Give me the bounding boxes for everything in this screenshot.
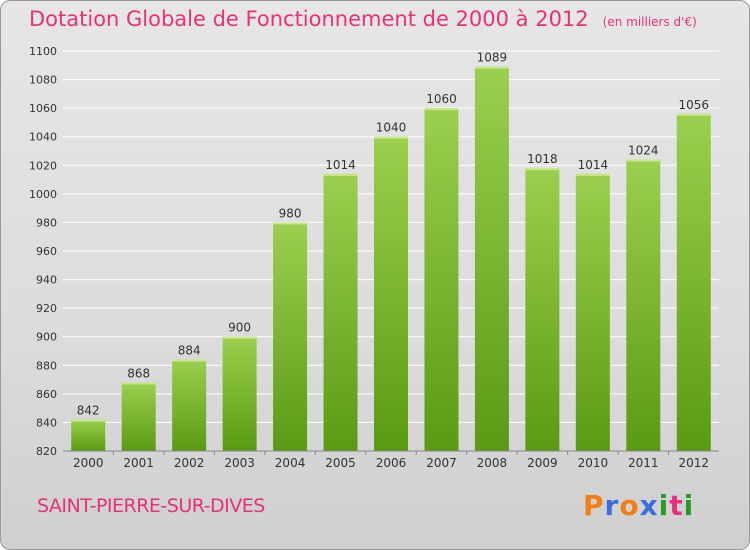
y-tick-label: 840 — [36, 416, 57, 429]
chart-title: Dotation Globale de Fonctionnement de 20… — [29, 7, 697, 31]
data-label: 1018 — [527, 152, 558, 166]
logo-letter: i — [658, 489, 670, 522]
logo-letter: P — [583, 489, 605, 522]
x-tick-label: 2006 — [376, 456, 407, 470]
bar-highlight — [172, 359, 207, 362]
bar-highlight — [121, 382, 156, 385]
chart-subtitle: (en milliers d'€) — [602, 15, 697, 29]
x-tick-label: 2001 — [123, 456, 154, 470]
y-tick-label: 1020 — [29, 159, 57, 172]
y-tick-label: 980 — [36, 216, 57, 229]
bar-2007 — [424, 108, 459, 452]
data-label: 1040 — [376, 121, 407, 135]
y-tick-label: 1060 — [29, 102, 57, 115]
data-label: 1014 — [578, 158, 609, 172]
bar-2004 — [273, 222, 308, 451]
bar-2009 — [525, 168, 560, 451]
bar-2011 — [626, 159, 661, 452]
bar-2003 — [222, 336, 257, 451]
y-tick-label: 1000 — [29, 188, 57, 201]
bar-highlight — [222, 336, 257, 339]
logo-letter: r — [604, 489, 620, 522]
bar-2012 — [676, 113, 711, 451]
y-tick-label: 880 — [36, 359, 57, 372]
y-tick-label: 1040 — [29, 131, 57, 144]
bar-highlight — [424, 108, 459, 111]
data-label: 868 — [127, 366, 150, 380]
bars — [71, 66, 711, 452]
x-tick-label: 2007 — [426, 456, 457, 470]
data-label: 1024 — [628, 144, 659, 158]
bar-highlight — [575, 173, 610, 176]
x-axis-ticks: 2000 2001 2002 2003 2004 2005 2006 2007 2008 2009… — [73, 451, 709, 470]
bar-2002 — [172, 359, 207, 451]
bar-2000 — [71, 419, 106, 451]
x-tick-label: 2010 — [578, 456, 609, 470]
data-label: 1014 — [325, 158, 356, 172]
city-name: SAINT-PIERRE-SUR-DIVES — [37, 495, 265, 517]
proxiti-logo: Proxiti — [583, 489, 694, 522]
bar-highlight — [474, 66, 509, 69]
data-label: 884 — [178, 344, 201, 358]
x-tick-label: 2003 — [224, 456, 255, 470]
x-tick-label: 2004 — [275, 456, 306, 470]
data-label: 900 — [228, 321, 251, 335]
bar-2005 — [323, 173, 358, 451]
y-tick-label: 900 — [36, 331, 57, 344]
x-tick-label: 2012 — [678, 456, 709, 470]
data-label: 842 — [77, 404, 100, 418]
bar-highlight — [374, 136, 408, 139]
logo-letter: x — [639, 489, 659, 522]
y-tick-label: 860 — [36, 388, 57, 401]
chart-title-text: Dotation Globale de Fonctionnement de 20… — [29, 7, 589, 31]
logo-letter: o — [619, 489, 640, 522]
bar-2001 — [121, 382, 156, 451]
y-tick-label: 820 — [36, 445, 57, 458]
y-axis-ticks: 820 840 860 880 900 920 940 960 980 1000 1020 1040 1… — [29, 45, 57, 458]
data-label: 1089 — [477, 51, 508, 65]
y-tick-label: 1080 — [29, 74, 57, 87]
data-label: 1056 — [678, 98, 709, 112]
y-tick-label: 960 — [36, 245, 57, 258]
x-tick-label: 2008 — [477, 456, 508, 470]
data-label: 1060 — [426, 92, 457, 106]
x-tick-label: 2000 — [73, 456, 104, 470]
x-tick-label: 2009 — [527, 456, 558, 470]
data-labels: 842 868 884 900 980 1014 1040 1060 1089 1018 1014 1… — [77, 51, 709, 418]
data-label: 980 — [279, 206, 302, 220]
bar-highlight — [273, 222, 308, 225]
bar-highlight — [676, 113, 711, 116]
bar-highlight — [626, 159, 661, 162]
logo-letter: t — [669, 489, 684, 522]
bar-2006 — [374, 136, 408, 451]
y-tick-label: 920 — [36, 302, 57, 315]
x-tick-label: 2002 — [174, 456, 205, 470]
bar-highlight — [525, 168, 560, 171]
bar-highlight — [71, 419, 106, 422]
bar-2008 — [474, 66, 509, 451]
x-tick-label: 2011 — [628, 456, 659, 470]
x-tick-label: 2005 — [325, 456, 356, 470]
logo-letter: i — [683, 489, 695, 522]
bar-2010 — [575, 173, 610, 451]
y-tick-label: 940 — [36, 274, 57, 287]
bar-highlight — [323, 173, 358, 176]
y-tick-label: 1100 — [29, 45, 57, 58]
